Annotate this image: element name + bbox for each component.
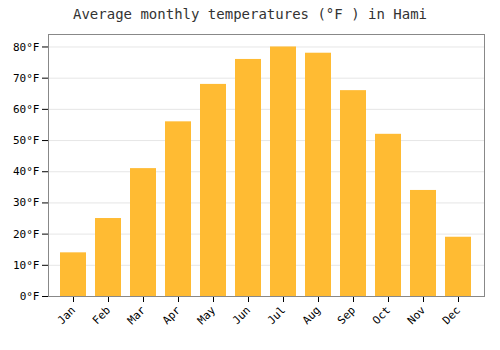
svg-text:60°F: 60°F: [13, 103, 40, 116]
svg-text:10°F: 10°F: [13, 259, 40, 272]
svg-text:Jan: Jan: [55, 304, 78, 327]
html-text:Average monthly temperatures (: Average monthly temperatures (°F ) in Ha…: [73, 6, 427, 22]
svg-text:80°F: 80°F: [13, 40, 40, 53]
svg-text:May: May: [195, 303, 219, 327]
svg-text:20°F: 20°F: [13, 228, 40, 241]
svg-text:Feb: Feb: [90, 304, 113, 327]
svg-text:Dec: Dec: [440, 304, 463, 327]
svg-text:Apr: Apr: [160, 303, 184, 327]
svg-text:Jul: Jul: [265, 304, 288, 327]
svg-text:Aug: Aug: [300, 304, 323, 327]
svg-text:70°F: 70°F: [13, 72, 40, 85]
svg-text:30°F: 30°F: [13, 196, 40, 209]
svg-text:Sep: Sep: [335, 304, 358, 327]
svg-text:50°F: 50°F: [13, 134, 40, 147]
svg-text:0°F: 0°F: [20, 290, 40, 303]
svg-text:Mar: Mar: [125, 303, 149, 327]
svg-text:Oct: Oct: [370, 304, 393, 327]
svg-text:Nov: Nov: [405, 303, 429, 327]
svg-text:Jun: Jun: [230, 304, 253, 327]
svg-text:40°F: 40°F: [13, 165, 40, 178]
